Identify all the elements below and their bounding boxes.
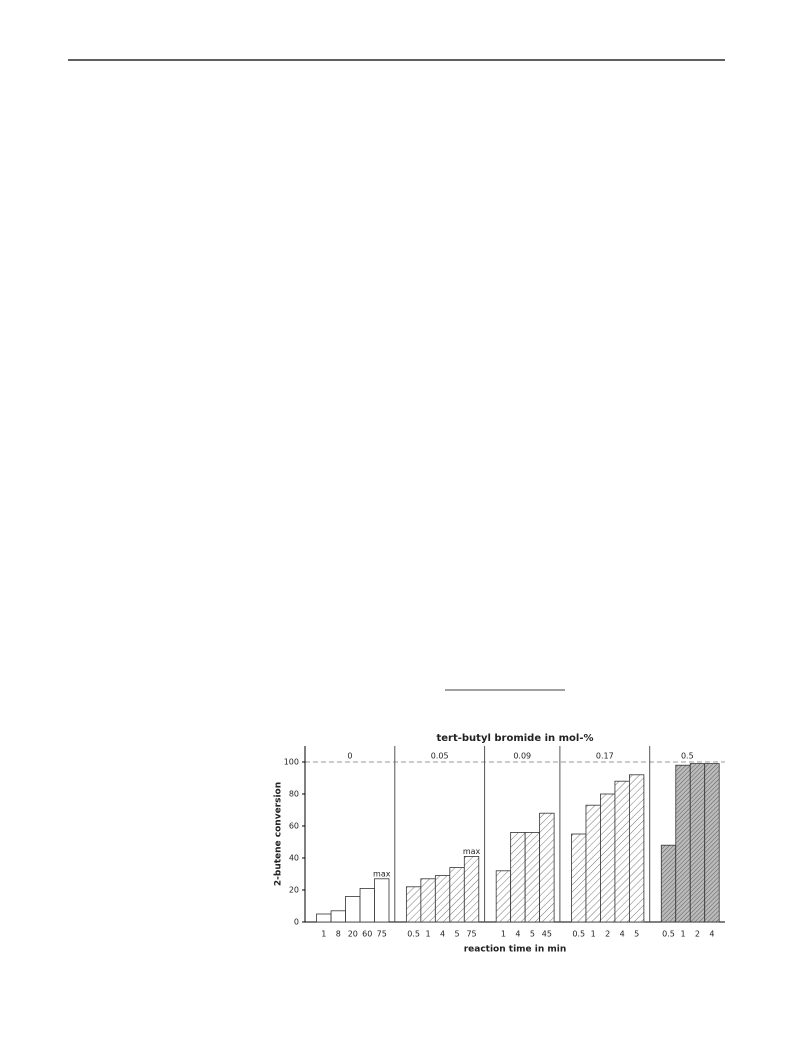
bar: [689, 763, 706, 923]
y-tick-label: 80: [289, 790, 299, 799]
x-tick-label: 5: [455, 930, 460, 939]
bar: [316, 913, 332, 923]
y-tick-label: 0: [294, 918, 299, 927]
x-tick-label: 0.5: [572, 930, 585, 939]
bar: [629, 774, 645, 923]
bar: [434, 875, 451, 923]
x-tick-label: 1: [680, 930, 685, 939]
bar: [524, 832, 541, 923]
x-tick-label: 4: [440, 930, 445, 939]
x-tick-label: 75: [377, 930, 387, 939]
bar: [405, 886, 422, 923]
bar: [585, 804, 601, 923]
bar: [463, 856, 480, 923]
y-axis-label: 2-butene conversion: [274, 782, 284, 886]
x-tick-label: 4: [515, 930, 520, 939]
bar: [675, 764, 691, 923]
bar: [420, 878, 436, 923]
x-tick-label: 8: [336, 930, 341, 939]
x-tick-label: 0.5: [407, 930, 420, 939]
group-label: 0: [347, 752, 352, 761]
bar: [510, 832, 526, 923]
bar: [345, 896, 361, 923]
value-label: max: [373, 869, 391, 878]
bar: [704, 763, 720, 923]
x-tick-label: 4: [620, 930, 625, 939]
bar: [495, 870, 512, 923]
chart-title: tert-butyl bromide in mol-%: [436, 733, 593, 744]
x-tick-label: 5: [530, 930, 535, 939]
x-tick-label: 5: [634, 930, 639, 939]
bar: [374, 878, 390, 923]
group-label: 0.17: [596, 752, 614, 761]
x-tick-label: 0.5: [662, 930, 675, 939]
x-tick-label: 2: [605, 930, 610, 939]
bar: [614, 780, 630, 923]
x-axis-label: reaction time in min: [464, 945, 567, 955]
bar: [539, 812, 555, 923]
bar: [660, 844, 677, 923]
x-tick-label: 1: [321, 930, 326, 939]
x-tick-label: 2: [695, 930, 700, 939]
x-tick-label: 1: [501, 930, 506, 939]
y-tick-label: 20: [289, 886, 299, 895]
bar: [571, 833, 587, 923]
y-tick-label: 60: [289, 822, 299, 831]
group-label: 0.5: [681, 752, 694, 761]
y-tick-label: 40: [289, 854, 299, 863]
x-tick-label: 75: [466, 930, 476, 939]
y-tick-label: 100: [284, 758, 299, 767]
bar: [600, 793, 616, 923]
value-label: max: [463, 847, 481, 856]
group-label: 0.05: [431, 752, 449, 761]
bar: [449, 867, 465, 923]
bar: [330, 910, 346, 923]
bar: [359, 888, 375, 923]
x-tick-label: 45: [542, 930, 552, 939]
x-tick-label: 1: [426, 930, 431, 939]
x-tick-label: 60: [362, 930, 372, 939]
x-tick-label: 4: [709, 930, 714, 939]
x-tick-label: 20: [348, 930, 358, 939]
group-label: 0.09: [513, 752, 531, 761]
x-tick-label: 1: [591, 930, 596, 939]
